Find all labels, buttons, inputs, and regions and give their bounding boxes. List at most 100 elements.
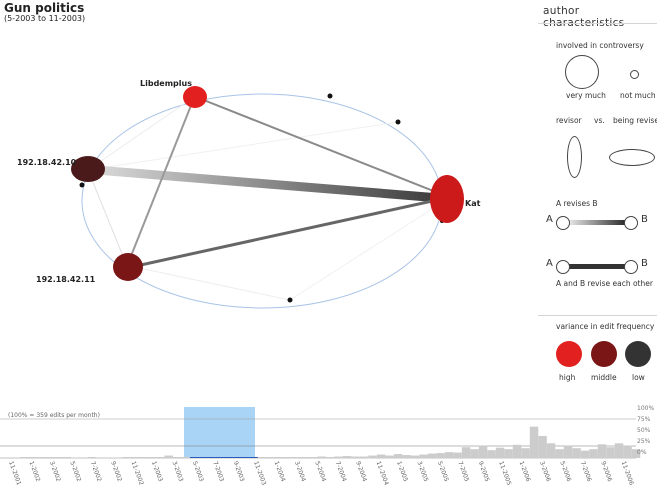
low-variance-swatch — [625, 341, 651, 367]
timeline-tick-label: 3-2003 — [171, 460, 185, 483]
edge-10-kat — [90, 165, 446, 203]
timeline-tick-label: 11-2004 — [375, 460, 390, 486]
timeline-tick-label: 5-2004 — [313, 460, 327, 483]
pct-25: 25% — [637, 438, 651, 445]
node-dot — [395, 119, 401, 125]
timeline-bar — [283, 457, 292, 458]
vs-label: vs. — [594, 116, 605, 125]
involved-title: involved in controversy — [556, 41, 644, 50]
a-revises-b-label: A revises B — [556, 199, 598, 208]
node-192-18-42-11 — [113, 253, 143, 281]
timeline-bar — [461, 447, 471, 458]
timeline-bar — [232, 457, 241, 458]
not-much-label: not much — [620, 91, 656, 100]
page-title: Gun politics — [4, 1, 85, 15]
timeline-bar — [359, 456, 369, 458]
timeline-bar — [538, 435, 547, 458]
being-revised-label: being revised — [613, 116, 657, 125]
being-revised-ellipse — [609, 149, 655, 166]
timeline-bar — [223, 457, 233, 458]
edge-faint-10-11 — [87, 169, 128, 267]
involvement-large-circle — [565, 55, 599, 89]
timeline-bar — [198, 457, 207, 458]
timeline-tick-label: 11-2001 — [7, 460, 22, 486]
timeline-tick-label: 1-2006 — [518, 460, 532, 483]
node-label-libdemplus: Libdemplus — [140, 79, 192, 88]
timeline-tick-label: 9-2004 — [354, 460, 368, 483]
edge-lib-kat — [195, 96, 447, 197]
pct-50: 50% — [637, 427, 651, 434]
timeline-tick-label: 7-2003 — [211, 460, 225, 483]
edit-frequency-timeline[interactable]: 11-2001 1-2002 3-2002 5-2002 7-2002 9-2002 11-… — [0, 405, 657, 488]
revisor-ellipse — [567, 136, 582, 178]
timeline-bar — [62, 457, 71, 458]
timeline-tick-label: 11-2006 — [620, 460, 635, 486]
timeline-bar — [614, 443, 624, 458]
a-label-1: A — [546, 214, 553, 225]
node-label-192-18-42-10: 192.18.42.10 — [17, 158, 77, 167]
timeline-bar — [563, 445, 573, 458]
timeline-tick-label: 1-2002 — [28, 460, 42, 483]
edge-faint-1 — [129, 265, 291, 301]
timeline-bar — [300, 457, 309, 458]
middle-variance-swatch — [591, 341, 617, 367]
timeline-bar — [495, 447, 505, 458]
edge-faint-lib-10 — [87, 96, 195, 171]
timeline-bar — [249, 457, 258, 458]
timeline-bar — [147, 457, 156, 458]
timeline-bar — [410, 455, 420, 458]
node-libdemplus — [183, 86, 207, 108]
middle-label: middle — [591, 373, 617, 382]
node-dot — [327, 93, 333, 99]
pct-0: 0% — [637, 449, 647, 456]
timeline-bar — [606, 447, 615, 458]
timeline-tick-label: 7-2006 — [579, 460, 593, 483]
timeline-bar — [130, 457, 139, 458]
timeline-bar — [189, 457, 199, 458]
legend-divider — [538, 315, 657, 316]
timeline-bar — [155, 457, 165, 458]
timeline-bar — [53, 457, 63, 458]
timeline-bar — [164, 455, 173, 458]
timeline-bar — [487, 450, 496, 458]
timeline-bar — [87, 457, 97, 458]
timeline-bar — [478, 445, 488, 458]
node-label-192-18-42-11: 192.18.42.11 — [36, 275, 96, 284]
legend-title: author characteristics — [543, 5, 625, 29]
timeline-bar — [529, 426, 539, 458]
timeline-bar — [240, 457, 250, 458]
timeline-bar — [631, 449, 641, 458]
high-variance-swatch — [556, 341, 582, 367]
timeline-tick-label: 7-2002 — [89, 460, 103, 483]
timeline-bar — [274, 457, 284, 458]
high-label: high — [559, 373, 576, 382]
timeline-bar — [444, 452, 454, 458]
timeline-tick-label: 11-2005 — [497, 460, 512, 486]
edge-faint-2 — [289, 199, 447, 301]
timeline-tick-label: 3-2006 — [538, 460, 552, 483]
timeline-bar — [419, 454, 428, 458]
timeline-bar — [28, 457, 37, 458]
timeline-tick-label: 3-2005 — [416, 460, 430, 483]
timeline-bar — [623, 445, 632, 458]
timeline-bar — [589, 449, 598, 458]
timeline-scale-label: (100% = 359 edits per month) — [8, 412, 100, 419]
timeline-bar — [368, 455, 377, 458]
pct-75: 75% — [637, 416, 651, 423]
timeline-tick-label: 1-2004 — [273, 460, 287, 483]
b-node-circle-1 — [624, 216, 638, 230]
timeline-bar — [266, 457, 275, 458]
timeline-bar — [334, 456, 343, 458]
timeline-bar — [546, 443, 556, 458]
timeline-bar — [597, 444, 607, 458]
a-node-circle-1 — [556, 216, 570, 230]
timeline-chart[interactable]: 11-2001 1-2002 3-2002 5-2002 7-2002 9-2002 11-… — [0, 405, 657, 488]
timeline-bar — [427, 453, 437, 458]
timeline-tick-label: 5-2002 — [68, 460, 82, 483]
edge-faint-3 — [87, 121, 399, 171]
b-label-1: B — [641, 214, 648, 225]
timeline-selection[interactable] — [184, 407, 255, 458]
b-node-circle-2 — [624, 260, 638, 274]
timeline-tick-label: 5-2006 — [558, 460, 572, 483]
timeline-bar — [215, 457, 224, 458]
